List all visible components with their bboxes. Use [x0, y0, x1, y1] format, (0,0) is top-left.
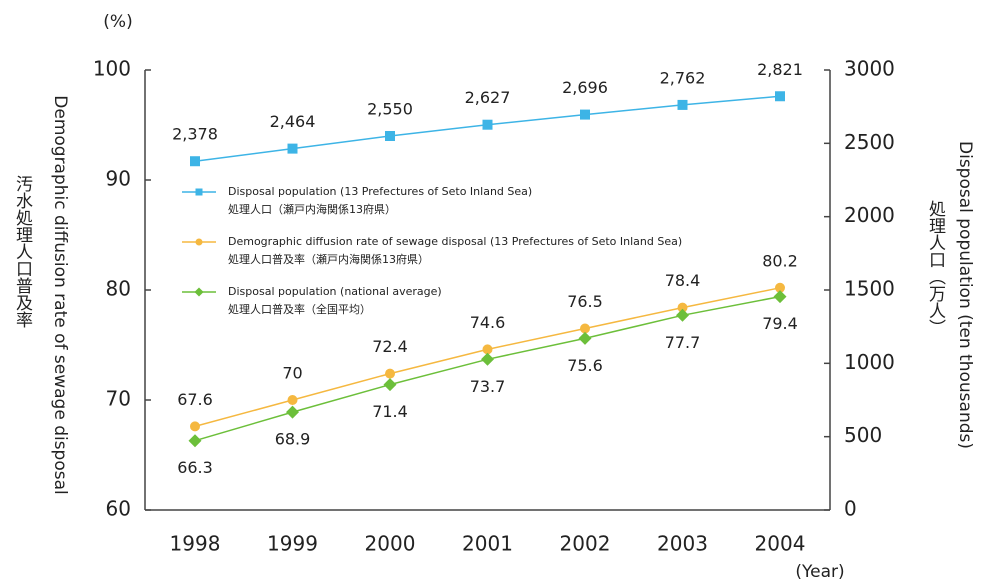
data-label: 2,821	[757, 60, 803, 79]
data-point	[482, 344, 493, 355]
data-point	[287, 395, 298, 405]
x-tick-label: 2004	[755, 532, 806, 556]
legend-marker	[195, 188, 203, 196]
x-tick-label: 2001	[462, 532, 513, 556]
x-tick-label: 2003	[657, 532, 708, 556]
data-point	[286, 405, 299, 419]
legend-label-ja: 処理人口普及率（全国平均）	[228, 302, 371, 316]
data-point	[190, 156, 200, 167]
data-label: 76.5	[567, 292, 603, 311]
y2-axis-title: Disposal population (ten thousands)	[955, 141, 975, 449]
data-point	[775, 91, 785, 102]
legend-marker	[195, 238, 203, 246]
x-unit: (Year)	[795, 562, 844, 582]
y-tick-label: 100	[93, 57, 131, 81]
y2-tick-label: 1000	[844, 350, 895, 374]
data-label: 79.4	[762, 314, 798, 333]
data-point	[482, 119, 493, 130]
data-label: 78.4	[665, 271, 701, 290]
data-label: 2,464	[270, 112, 316, 131]
data-label: 2,696	[562, 78, 608, 97]
y-unit: (%)	[103, 12, 132, 32]
data-label: 2,378	[172, 125, 218, 144]
data-point	[578, 331, 592, 345]
data-point	[385, 131, 395, 141]
x-tick-label: 2000	[365, 532, 416, 556]
data-point	[775, 282, 785, 293]
y-axis-title-ja: 汚水処理人口普及率	[12, 175, 33, 328]
data-point	[190, 421, 200, 432]
legend-label: Disposal population (13 Prefectures of S…	[228, 185, 532, 198]
y-tick-label: 80	[106, 277, 131, 301]
data-label: 66.3	[177, 458, 213, 477]
legend-label: Disposal population (national average)	[228, 285, 442, 298]
y-axis-title: Demographic diffusion rate of sewage dis…	[50, 95, 70, 494]
data-label: 73.7	[470, 377, 506, 396]
y2-tick-label: 500	[844, 423, 882, 447]
legend-label-ja: 処理人口普及率（瀬戸内海関係13府県）	[228, 252, 429, 266]
data-point	[677, 99, 688, 110]
y2-tick-label: 2500	[844, 130, 895, 154]
y2-tick-label: 0	[844, 497, 857, 521]
y2-tick-label: 1500	[844, 277, 895, 301]
y2-tick-label: 3000	[844, 57, 895, 81]
y-tick-label: 60	[106, 497, 131, 521]
data-label: 2,627	[465, 88, 511, 107]
data-point	[676, 308, 689, 322]
x-tick-label: 1999	[267, 532, 318, 556]
data-label: 2,762	[660, 68, 706, 87]
y-tick-label: 90	[106, 167, 131, 191]
data-label: 74.6	[470, 313, 506, 332]
data-label: 71.4	[372, 402, 408, 421]
y2-axis-title-ja: 処理人口（万人）	[925, 200, 946, 336]
legend-label-ja: 処理人口（瀬戸内海関係13府県）	[228, 202, 396, 216]
data-point	[383, 378, 397, 392]
data-label: 68.9	[275, 430, 311, 449]
y-tick-label: 70	[106, 387, 131, 411]
legend-marker	[194, 287, 204, 297]
data-label: 67.6	[177, 390, 213, 409]
data-point	[287, 143, 298, 154]
data-point	[580, 323, 590, 334]
data-label: 77.7	[665, 333, 701, 352]
data-point	[677, 302, 688, 313]
data-point	[188, 434, 202, 448]
data-point	[481, 352, 494, 366]
x-tick-label: 1998	[170, 532, 221, 556]
data-point	[773, 290, 787, 304]
data-point	[385, 368, 395, 379]
data-label: 2,550	[367, 100, 413, 119]
data-label: 75.6	[567, 356, 603, 375]
data-label: 72.4	[372, 337, 408, 356]
x-tick-label: 2002	[560, 532, 611, 556]
legend-label: Demographic diffusion rate of sewage dis…	[228, 235, 682, 248]
data-point	[580, 109, 590, 120]
y2-tick-label: 2000	[844, 203, 895, 227]
data-label: 80.2	[762, 251, 798, 270]
data-label: 70	[282, 364, 302, 383]
